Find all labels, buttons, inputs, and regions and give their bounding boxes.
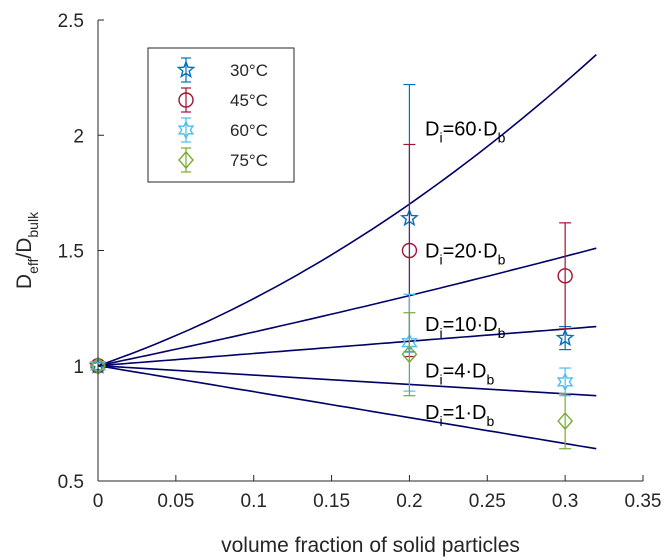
model-curve [97,365,597,450]
legend-label: 30°C [230,61,268,80]
model-curve [97,247,597,367]
x-tick-label: 0.25 [469,491,506,512]
x-tick-label: 0.3 [552,491,578,512]
x-tick-label: 0.05 [157,491,194,512]
x-tick-label: 0.35 [625,491,662,512]
legend-box [147,47,295,183]
data-point [555,328,575,347]
axes: 0 0.05 0.1 0.15 0.2 0.25 0.3 0.35 0.5 1 1.5 2 2.5 vol… [13,11,661,557]
model-curve [97,365,597,397]
legend-item: 60°C [177,117,268,143]
y-tick-label: 0.5 [58,472,84,493]
x-tick-label: 0 [93,491,104,512]
legend-marker [177,120,195,140]
y-tick-label: 2.5 [58,11,84,32]
model-label: Di=20·Db [425,240,506,267]
legend-item: 75°C [178,147,268,173]
y-tick-label: 1.5 [58,242,84,263]
y-tick-label: 1 [73,357,84,378]
model-label: Di=4·Db [425,360,494,387]
model-curve [97,54,597,367]
legend-item: 45°C [178,87,268,113]
legend-item: 30°C [176,57,268,83]
model-label: Di=10·Db [425,314,506,341]
legend: 30°C 45°C 60°C 75°C [147,47,295,183]
x-tick-label: 0.1 [241,491,267,512]
legend-marker [176,60,196,79]
legend-marker [178,150,194,170]
model-label: Di=1·Db [425,402,494,429]
data-point [557,412,574,431]
data-point [556,372,574,392]
annotations: Di=60·Db Di=20·Db Di=10·Db Di=4·Db Di=1·Db [425,118,506,429]
legend-label: 60°C [230,121,268,140]
data-point [557,268,573,284]
data-point [401,242,418,259]
data-point [401,345,418,364]
x-axis-title: volume fraction of solid particles [221,534,520,557]
legend-marker [178,92,194,108]
legend-label: 75°C [230,151,268,170]
y-axis-title: Deff/Dbulk [13,211,41,289]
y-tick-label: 2 [73,126,84,147]
x-tick-label: 0.15 [313,491,350,512]
model-label: Di=60·Db [425,118,506,145]
legend-label: 45°C [230,91,268,110]
model-curves [97,54,597,450]
x-tick-label: 0.2 [396,491,422,512]
model-curve [97,325,597,367]
